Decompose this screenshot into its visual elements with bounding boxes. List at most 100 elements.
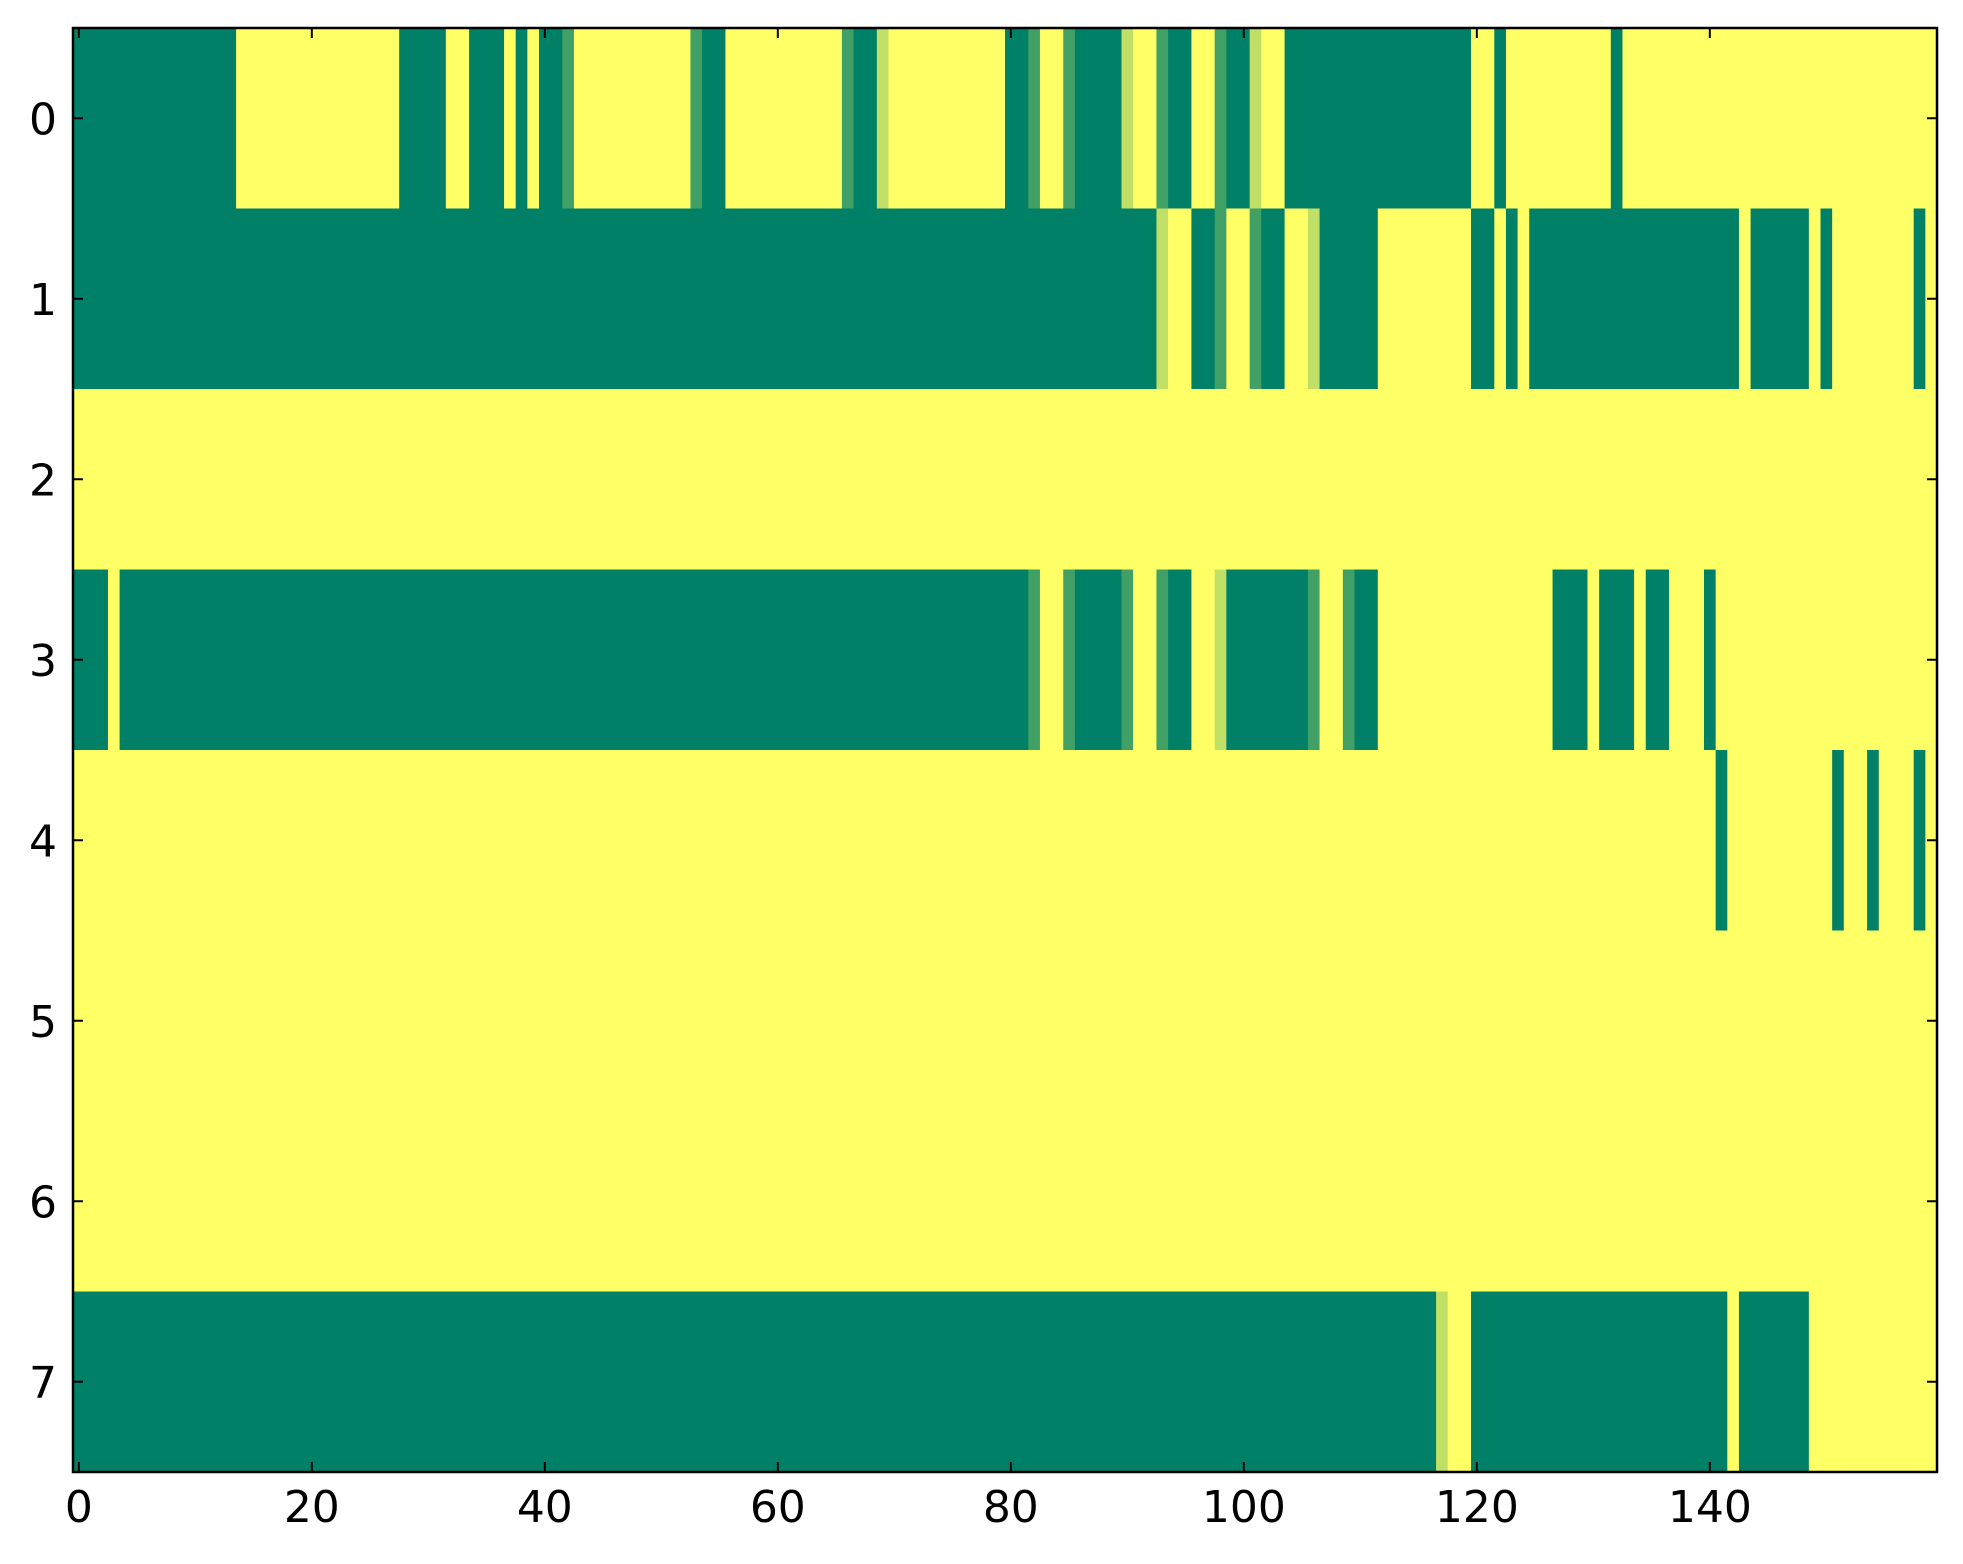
cell: [1436, 208, 1449, 390]
cell: [1867, 208, 1880, 390]
cell: [1051, 569, 1064, 751]
cell: [247, 569, 260, 751]
cell: [1669, 1111, 1682, 1293]
cell: [1366, 208, 1379, 390]
cell: [457, 1291, 470, 1473]
heatmap-cells: [73, 28, 1938, 1473]
cell: [830, 28, 843, 210]
cell: [1156, 1291, 1169, 1473]
cell: [387, 1111, 400, 1293]
cell: [748, 930, 761, 1112]
cell: [1319, 1291, 1332, 1473]
cell: [562, 569, 575, 751]
cell: [1377, 28, 1391, 210]
cell: [1878, 28, 1891, 210]
cell: [981, 930, 994, 1112]
cell: [795, 208, 808, 390]
cell: [1552, 750, 1565, 932]
cell: [1296, 1291, 1309, 1473]
cell: [480, 389, 493, 571]
cell: [189, 750, 202, 932]
cell: [1820, 1111, 1833, 1293]
cell: [1715, 389, 1728, 571]
cell: [282, 1111, 295, 1293]
cell: [1622, 1291, 1635, 1473]
cell: [1354, 28, 1367, 210]
cell: [1389, 1291, 1402, 1473]
cell: [1121, 569, 1134, 751]
cell: [1296, 1111, 1309, 1293]
cell: [911, 750, 925, 932]
cell: [970, 930, 983, 1112]
cell: [1855, 1111, 1868, 1293]
cell: [981, 389, 994, 571]
x-tick-label: 120: [1435, 1482, 1519, 1533]
cell: [1039, 930, 1053, 1112]
x-tick-label: 20: [284, 1482, 340, 1533]
cell: [655, 389, 668, 571]
cell: [340, 28, 354, 210]
cell: [1680, 208, 1693, 390]
cell: [643, 208, 657, 390]
cell: [96, 1111, 109, 1293]
cell: [1575, 930, 1589, 1112]
cell: [1203, 569, 1216, 751]
cell: [923, 389, 936, 571]
cell: [422, 28, 435, 210]
cell: [317, 750, 330, 932]
cell: [469, 1291, 482, 1473]
cell: [655, 1111, 668, 1293]
cell: [713, 389, 726, 571]
cell: [1913, 389, 1926, 571]
cell: [748, 1291, 761, 1473]
cell: [946, 208, 959, 390]
cell: [1820, 389, 1833, 571]
cell: [935, 569, 948, 751]
y-tick-label: 6: [29, 1177, 57, 1228]
cell: [1133, 750, 1146, 932]
cell: [632, 930, 645, 1112]
cell: [1564, 389, 1577, 571]
cell: [655, 208, 668, 390]
cell: [1272, 28, 1286, 210]
cell: [1342, 750, 1356, 932]
cell: [1354, 930, 1367, 1112]
cell: [562, 930, 575, 1112]
cell: [1785, 1291, 1798, 1473]
cell: [1552, 1291, 1565, 1473]
cell: [1389, 930, 1402, 1112]
cell: [1203, 930, 1216, 1112]
cell: [853, 569, 866, 751]
cell: [1284, 930, 1297, 1112]
cell: [911, 1111, 925, 1293]
cell: [1121, 930, 1134, 1112]
cell: [1750, 389, 1763, 571]
x-tick-label: 100: [1202, 1482, 1286, 1533]
cell: [1704, 1111, 1717, 1293]
cell: [1773, 28, 1787, 210]
x-tick-label: 140: [1668, 1482, 1752, 1533]
cell: [1517, 930, 1530, 1112]
cell: [317, 28, 330, 210]
cell: [1424, 1291, 1437, 1473]
cell: [1494, 569, 1507, 751]
cell: [1750, 569, 1763, 751]
cell: [259, 1291, 272, 1473]
cell: [1855, 389, 1868, 571]
cell: [632, 750, 645, 932]
cell: [1622, 389, 1635, 571]
cell: [772, 389, 785, 571]
cell: [1634, 389, 1647, 571]
cell: [585, 208, 598, 390]
cell: [247, 208, 260, 390]
cell: [1867, 1111, 1880, 1293]
cell: [1156, 1111, 1169, 1293]
cell: [923, 1111, 936, 1293]
cell: [84, 569, 97, 751]
cell: [1436, 930, 1449, 1112]
cell: [1459, 1291, 1472, 1473]
cell: [713, 569, 726, 751]
cell: [1610, 569, 1624, 751]
cell: [725, 569, 738, 751]
cell: [806, 1291, 820, 1473]
